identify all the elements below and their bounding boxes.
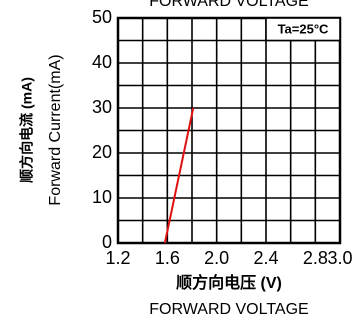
data-line xyxy=(163,107,195,244)
x-tick-label: 2.4 xyxy=(253,248,278,268)
x-axis-label-cn: 顺方向电压 (V) xyxy=(176,273,282,292)
annotation-box xyxy=(265,17,341,42)
chart-title: FORWARD VOLTAGE xyxy=(149,0,308,10)
y-axis-label-cn: 顺方向电流 (mA) xyxy=(19,77,35,183)
y-tick-label: 0 xyxy=(102,232,112,252)
annotation: Ta=25°C xyxy=(278,22,329,37)
y-tick-label: 50 xyxy=(92,7,112,27)
x-tick-label: 1.6 xyxy=(155,248,180,268)
x-tick-label: 3.0 xyxy=(327,248,352,268)
plot-frame xyxy=(116,16,342,245)
y-tick-label: 30 xyxy=(92,97,112,117)
y-tick-label: 40 xyxy=(92,52,112,72)
y-tick-label: 10 xyxy=(92,187,112,207)
x-axis-label: FORWARD VOLTAGE xyxy=(149,301,308,318)
y-axis-label: Forward Current(mA) xyxy=(47,54,64,205)
x-tick-label: 1.2 xyxy=(105,248,130,268)
y-tick-label: 20 xyxy=(92,142,112,162)
x-tick-label: 2.0 xyxy=(204,248,229,268)
x-tick-label: 2.8 xyxy=(303,248,328,268)
